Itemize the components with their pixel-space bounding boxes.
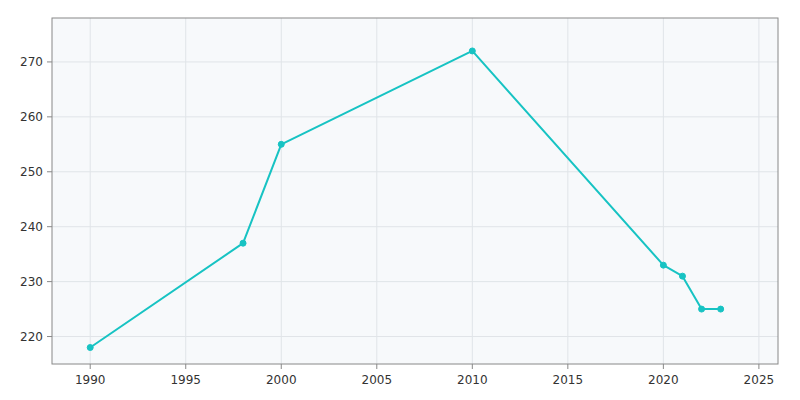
y-tick-label: 230 [20, 275, 43, 289]
y-tick [47, 281, 52, 282]
y-grid-line [52, 281, 778, 282]
y-tick [47, 116, 52, 117]
y-grid-line [52, 226, 778, 227]
x-grid-line [472, 18, 473, 364]
plot-frame [52, 18, 778, 364]
y-grid-line [52, 116, 778, 117]
y-tick [47, 171, 52, 172]
y-tick [47, 336, 52, 337]
x-tick-label: 2025 [744, 373, 775, 387]
x-tick-label: 2020 [648, 373, 679, 387]
x-tick-label: 1990 [75, 373, 106, 387]
y-grid-line [52, 336, 778, 337]
series-marker [87, 345, 93, 351]
series-marker [660, 262, 666, 268]
series-marker [469, 48, 475, 54]
x-tick-label: 1995 [170, 373, 201, 387]
x-grid-line [90, 18, 91, 364]
x-grid-line [376, 18, 377, 364]
series-line [90, 51, 720, 348]
y-tick-label: 270 [20, 55, 43, 69]
plot-background [52, 18, 778, 364]
x-tick [90, 364, 91, 369]
x-tick [567, 364, 568, 369]
x-grid-line [663, 18, 664, 364]
x-grid-line [567, 18, 568, 364]
chart-container: 1990 1995 2000 2005 2010 2015 2020 2025 220 230 24… [0, 0, 800, 400]
y-tick-label: 220 [20, 330, 43, 344]
y-grid-line [52, 61, 778, 62]
page: {"chart_data": {"type": "line", "x": [19… [0, 0, 800, 400]
x-tick [758, 364, 759, 369]
series [87, 48, 723, 351]
x-tick [472, 364, 473, 369]
series-marker [240, 240, 246, 246]
x-tick-label: 2005 [362, 373, 393, 387]
x-tick-label: 2015 [553, 373, 584, 387]
axes: 1990 1995 2000 2005 2010 2015 2020 2025 220 230 24… [20, 18, 778, 387]
series-marker [278, 141, 284, 147]
x-tick [185, 364, 186, 369]
series-marker [718, 306, 724, 312]
y-tick-label: 260 [20, 110, 43, 124]
y-tick-label: 250 [20, 165, 43, 179]
y-grid-line [52, 171, 778, 172]
series-marker [699, 306, 705, 312]
y-tick-label: 240 [20, 220, 43, 234]
x-grid-line [758, 18, 759, 364]
chart-svg: 1990 1995 2000 2005 2010 2015 2020 2025 220 230 24… [0, 0, 800, 400]
series-marker [679, 273, 685, 279]
x-tick-label: 2000 [266, 373, 297, 387]
x-tick [663, 364, 664, 369]
x-grid-line [281, 18, 282, 364]
x-tick-label: 2010 [457, 373, 488, 387]
grid [52, 18, 778, 364]
y-tick [47, 226, 52, 227]
y-tick [47, 61, 52, 62]
x-tick [281, 364, 282, 369]
x-tick [376, 364, 377, 369]
x-grid-line [185, 18, 186, 364]
